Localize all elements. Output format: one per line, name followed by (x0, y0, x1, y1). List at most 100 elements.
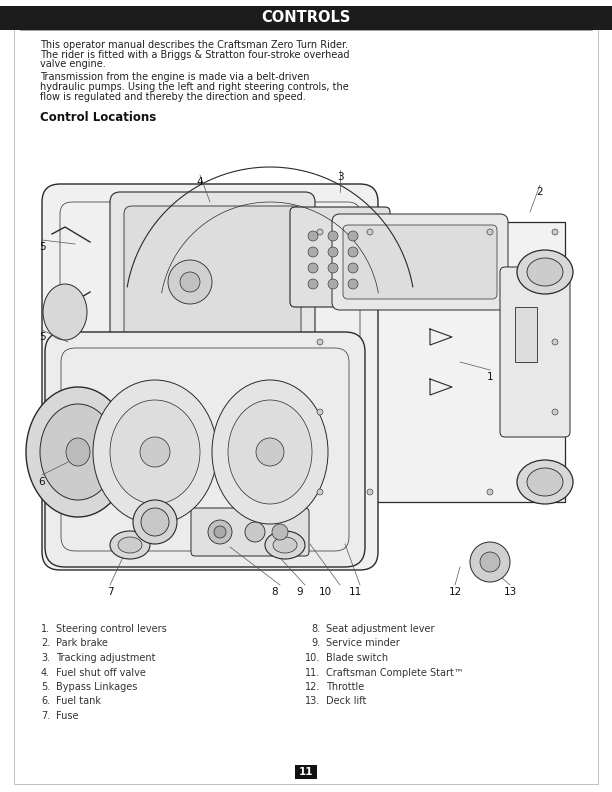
Text: 3: 3 (337, 172, 343, 182)
FancyBboxPatch shape (110, 192, 315, 362)
Ellipse shape (317, 409, 323, 415)
Text: 1: 1 (487, 372, 493, 382)
Text: Steering control levers: Steering control levers (56, 624, 166, 634)
Text: Throttle: Throttle (326, 682, 364, 692)
Ellipse shape (480, 552, 500, 572)
Ellipse shape (552, 489, 558, 495)
Text: This operator manual describes the Craftsman Zero Turn Rider.: This operator manual describes the Craft… (40, 40, 348, 50)
Text: 2.: 2. (41, 638, 50, 649)
FancyBboxPatch shape (191, 508, 309, 556)
Text: 6.: 6. (41, 696, 50, 706)
Ellipse shape (308, 231, 318, 241)
Ellipse shape (328, 231, 338, 241)
FancyBboxPatch shape (290, 207, 390, 307)
Ellipse shape (212, 380, 328, 524)
Ellipse shape (328, 247, 338, 257)
Ellipse shape (133, 500, 177, 544)
Text: 4.: 4. (41, 668, 50, 677)
Ellipse shape (265, 531, 305, 559)
Text: hydraulic pumps. Using the left and right steering controls, the: hydraulic pumps. Using the left and righ… (40, 82, 349, 92)
Ellipse shape (308, 247, 318, 257)
Ellipse shape (348, 247, 358, 257)
Bar (0, 6, 612, 30)
Text: Fuel tank: Fuel tank (56, 696, 101, 706)
Ellipse shape (348, 279, 358, 289)
Ellipse shape (118, 537, 142, 553)
Text: 7.: 7. (41, 711, 50, 721)
Text: 12.: 12. (305, 682, 320, 692)
Text: 6: 6 (39, 477, 45, 487)
Ellipse shape (273, 537, 297, 553)
Ellipse shape (470, 542, 510, 582)
Ellipse shape (552, 229, 558, 235)
Text: 9: 9 (297, 587, 304, 597)
Text: Bypass Linkages: Bypass Linkages (56, 682, 137, 692)
Ellipse shape (517, 250, 573, 294)
Ellipse shape (317, 229, 323, 235)
Ellipse shape (66, 438, 90, 466)
Text: Craftsman Complete Start™: Craftsman Complete Start™ (326, 668, 464, 677)
Bar (310, 222, 565, 502)
FancyBboxPatch shape (45, 332, 365, 567)
Ellipse shape (527, 258, 563, 286)
FancyBboxPatch shape (124, 206, 301, 348)
Ellipse shape (552, 409, 558, 415)
Text: 1.: 1. (41, 624, 50, 634)
Text: 13.: 13. (305, 696, 320, 706)
Ellipse shape (348, 263, 358, 273)
Ellipse shape (317, 489, 323, 495)
Text: Fuse: Fuse (56, 711, 78, 721)
Text: Seat adjustment lever: Seat adjustment lever (326, 624, 435, 634)
Text: 11: 11 (348, 587, 362, 597)
Text: 11: 11 (299, 767, 313, 777)
FancyBboxPatch shape (500, 267, 570, 437)
Text: Deck lift: Deck lift (326, 696, 367, 706)
Bar (515, 307, 537, 362)
Text: 11.: 11. (305, 668, 320, 677)
Text: 5: 5 (39, 332, 45, 342)
Ellipse shape (328, 263, 338, 273)
Text: 9.: 9. (311, 638, 320, 649)
Ellipse shape (245, 522, 265, 542)
FancyBboxPatch shape (343, 225, 497, 299)
Text: CONTROLS: CONTROLS (261, 10, 351, 25)
Text: Transmission from the engine is made via a belt-driven: Transmission from the engine is made via… (40, 73, 310, 82)
Ellipse shape (110, 400, 200, 504)
Text: 13: 13 (504, 587, 517, 597)
Text: 8.: 8. (311, 624, 320, 634)
Ellipse shape (328, 279, 338, 289)
Ellipse shape (308, 263, 318, 273)
Ellipse shape (317, 339, 323, 345)
Text: 10: 10 (318, 587, 332, 597)
Ellipse shape (487, 489, 493, 495)
Text: Fuel shut off valve: Fuel shut off valve (56, 668, 146, 677)
Text: Tracking adjustment: Tracking adjustment (56, 653, 155, 663)
Ellipse shape (367, 229, 373, 235)
Text: 5: 5 (39, 242, 45, 252)
Text: 3.: 3. (41, 653, 50, 663)
Text: 10.: 10. (305, 653, 320, 663)
FancyBboxPatch shape (332, 214, 508, 310)
Ellipse shape (527, 468, 563, 496)
Bar (295, 765, 317, 779)
Text: flow is regulated and thereby the direction and speed.: flow is regulated and thereby the direct… (40, 92, 306, 101)
Text: Park brake: Park brake (56, 638, 108, 649)
Ellipse shape (487, 229, 493, 235)
Ellipse shape (367, 489, 373, 495)
Ellipse shape (517, 460, 573, 504)
Text: 8: 8 (272, 587, 278, 597)
Ellipse shape (141, 508, 169, 536)
Text: 5.: 5. (41, 682, 50, 692)
Text: Control Locations: Control Locations (40, 111, 156, 124)
Ellipse shape (140, 437, 170, 467)
Ellipse shape (348, 231, 358, 241)
Ellipse shape (228, 400, 312, 504)
Text: Blade switch: Blade switch (326, 653, 388, 663)
Ellipse shape (26, 387, 130, 517)
Text: 12: 12 (449, 587, 461, 597)
Ellipse shape (40, 404, 116, 500)
FancyBboxPatch shape (42, 184, 378, 570)
Text: 2: 2 (537, 187, 543, 197)
Ellipse shape (110, 531, 150, 559)
Ellipse shape (43, 284, 87, 340)
